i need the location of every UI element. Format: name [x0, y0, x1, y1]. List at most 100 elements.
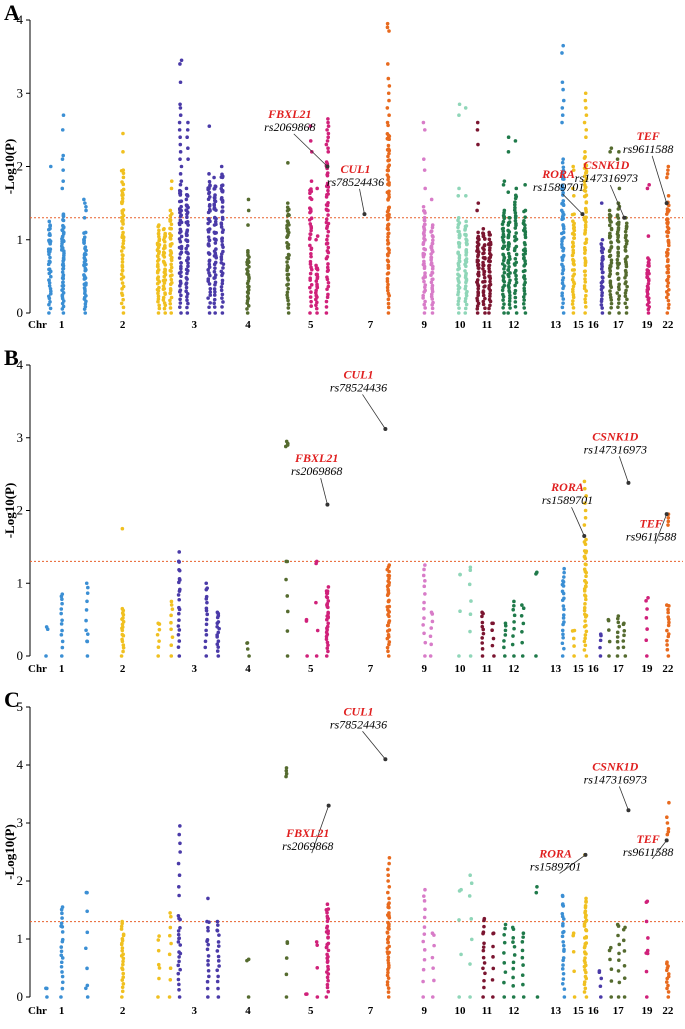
snp-point	[386, 133, 391, 138]
snp-point	[324, 203, 329, 207]
snp-point	[314, 266, 319, 271]
snp-point	[487, 259, 491, 263]
snp-point	[179, 58, 184, 63]
snp-point	[207, 271, 211, 275]
snp-point	[522, 298, 526, 302]
snp-point	[583, 904, 588, 908]
y-tick-label: 1	[17, 575, 24, 590]
snp-point	[185, 295, 189, 299]
snp-point	[221, 228, 225, 232]
snp-point	[308, 232, 313, 236]
snp-point	[287, 213, 291, 217]
snp-point	[156, 962, 161, 967]
snp-point	[609, 245, 613, 250]
snp-point	[582, 990, 587, 994]
snp-point	[422, 932, 427, 936]
snp-point	[480, 610, 484, 615]
snp-point	[481, 930, 486, 935]
gene-label: CUL1	[344, 704, 374, 718]
snp-point	[212, 301, 216, 306]
snp-point	[212, 207, 216, 211]
snp-point	[616, 251, 620, 256]
snp-point	[482, 924, 486, 929]
snp-point	[121, 311, 126, 315]
snp-point	[465, 289, 469, 294]
snp-point	[487, 264, 491, 268]
snp-point	[324, 907, 329, 912]
snp-point	[506, 190, 511, 194]
snp-point	[560, 239, 564, 244]
snp-point	[519, 614, 524, 618]
snp-point	[387, 580, 392, 585]
snp-point	[609, 979, 614, 983]
snp-point	[178, 150, 183, 154]
snp-point	[314, 600, 318, 605]
snp-point	[156, 654, 160, 658]
snp-point	[212, 203, 217, 208]
snp-point	[61, 304, 66, 309]
snp-point	[82, 252, 87, 256]
snp-point	[84, 208, 88, 213]
snp-point	[206, 968, 211, 973]
snp-point	[120, 606, 125, 611]
snp-point	[583, 515, 588, 520]
snp-point	[503, 654, 507, 658]
snp-point	[203, 645, 208, 650]
snp-point	[666, 270, 671, 275]
chromosome-label: 1	[59, 319, 65, 331]
snp-point	[570, 240, 575, 244]
snp-point	[83, 311, 88, 315]
snp-point	[59, 960, 64, 965]
snp-point	[216, 986, 220, 991]
snp-point	[49, 274, 53, 279]
snp-point	[607, 654, 611, 658]
snp-point	[523, 247, 527, 251]
snp-point	[483, 311, 487, 315]
snp-point	[584, 494, 588, 498]
snp-point	[666, 239, 671, 244]
snp-point	[326, 135, 330, 139]
snp-label: rs147316973	[575, 171, 638, 185]
snp-point	[512, 599, 516, 604]
snp-point	[82, 215, 87, 220]
snp-point	[584, 240, 588, 245]
snp-point	[178, 102, 182, 107]
snp-point	[423, 887, 427, 892]
snp-point	[607, 311, 612, 315]
snp-point	[185, 228, 190, 232]
snp-point	[219, 260, 224, 265]
snp-point	[177, 605, 181, 610]
snp-point	[560, 293, 564, 298]
snp-point	[617, 186, 622, 191]
snp-point	[178, 208, 182, 212]
snp-point	[560, 641, 565, 646]
snp-point	[561, 632, 565, 637]
snp-point	[464, 219, 468, 224]
snp-point	[61, 232, 66, 236]
snp-point	[326, 621, 330, 626]
snp-point	[204, 654, 209, 658]
snp-point	[646, 256, 650, 260]
snp-point	[120, 948, 124, 953]
snp-point	[422, 957, 427, 962]
snp-point	[523, 183, 527, 187]
snp-point	[507, 288, 511, 293]
snp-point	[481, 995, 485, 999]
snp-point	[480, 624, 485, 629]
snp-point	[601, 270, 605, 275]
snp-point	[476, 266, 481, 270]
snp-point	[645, 654, 649, 658]
snp-point	[205, 586, 209, 590]
snp-point	[570, 277, 575, 282]
snp-point	[456, 272, 460, 277]
snp-point	[583, 273, 588, 278]
snp-point	[583, 232, 587, 236]
snp-point	[429, 255, 433, 260]
snp-point	[646, 936, 650, 940]
snp-point	[325, 208, 329, 212]
snp-point	[179, 274, 183, 279]
snp-point	[179, 244, 184, 249]
snp-point	[325, 295, 330, 299]
snp-point	[177, 936, 182, 940]
